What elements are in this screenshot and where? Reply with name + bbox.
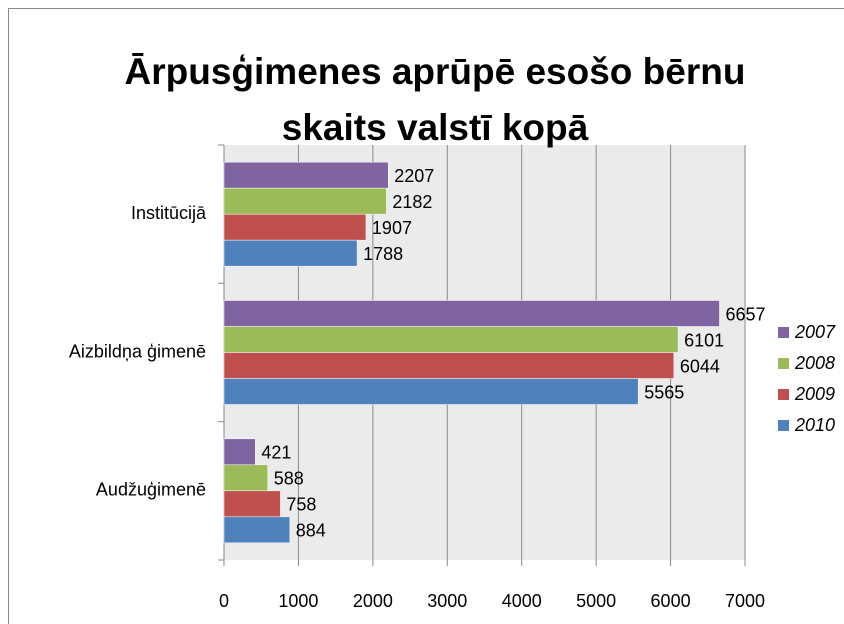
value-label: 588 [274,469,304,489]
x-tick-label: 7000 [725,591,765,611]
bar [223,161,389,189]
bar [223,300,720,327]
value-label: 6657 [725,304,765,324]
value-label: 421 [261,443,291,463]
legend-swatch [778,389,789,400]
bar [223,187,387,215]
legend-label: 2008 [794,353,835,373]
legend-label: 2009 [794,384,835,404]
bar [223,490,281,518]
chart-title: Ārpusģimenes aprūpē esošo bērnu skaits v… [124,51,746,148]
bar [223,378,639,405]
value-label: 2207 [394,166,434,186]
bar [223,438,256,466]
value-label: 1907 [372,218,412,238]
value-label: 6101 [684,330,724,350]
x-tick-label: 0 [219,591,229,611]
value-label: 884 [296,521,326,541]
value-label: 6044 [680,356,720,376]
legend-swatch [778,327,789,338]
bar [223,352,675,379]
x-tick-label: 1000 [278,591,318,611]
y-tick-label: Institūcijā [131,203,207,223]
y-tick-label: Aizbildņa ģimenē [69,341,206,361]
value-label: 758 [286,495,316,515]
x-tick-label: 3000 [427,591,467,611]
value-label: 5565 [644,382,684,402]
legend-swatch [778,420,789,431]
x-tick-label: 6000 [651,591,691,611]
x-tick-label: 2000 [353,591,393,611]
value-label: 2182 [392,192,432,212]
x-tick-label: 5000 [576,591,616,611]
bar [223,326,679,353]
bar [223,239,358,267]
bar [223,516,291,544]
legend-swatch [778,358,789,369]
legend-label: 2007 [794,322,836,342]
value-label: 1788 [363,244,403,264]
x-tick-label: 4000 [502,591,542,611]
bar [223,213,367,241]
legend-label: 2010 [794,415,835,435]
y-tick-label: Audžuģimenē [96,480,206,500]
bar [223,464,269,492]
